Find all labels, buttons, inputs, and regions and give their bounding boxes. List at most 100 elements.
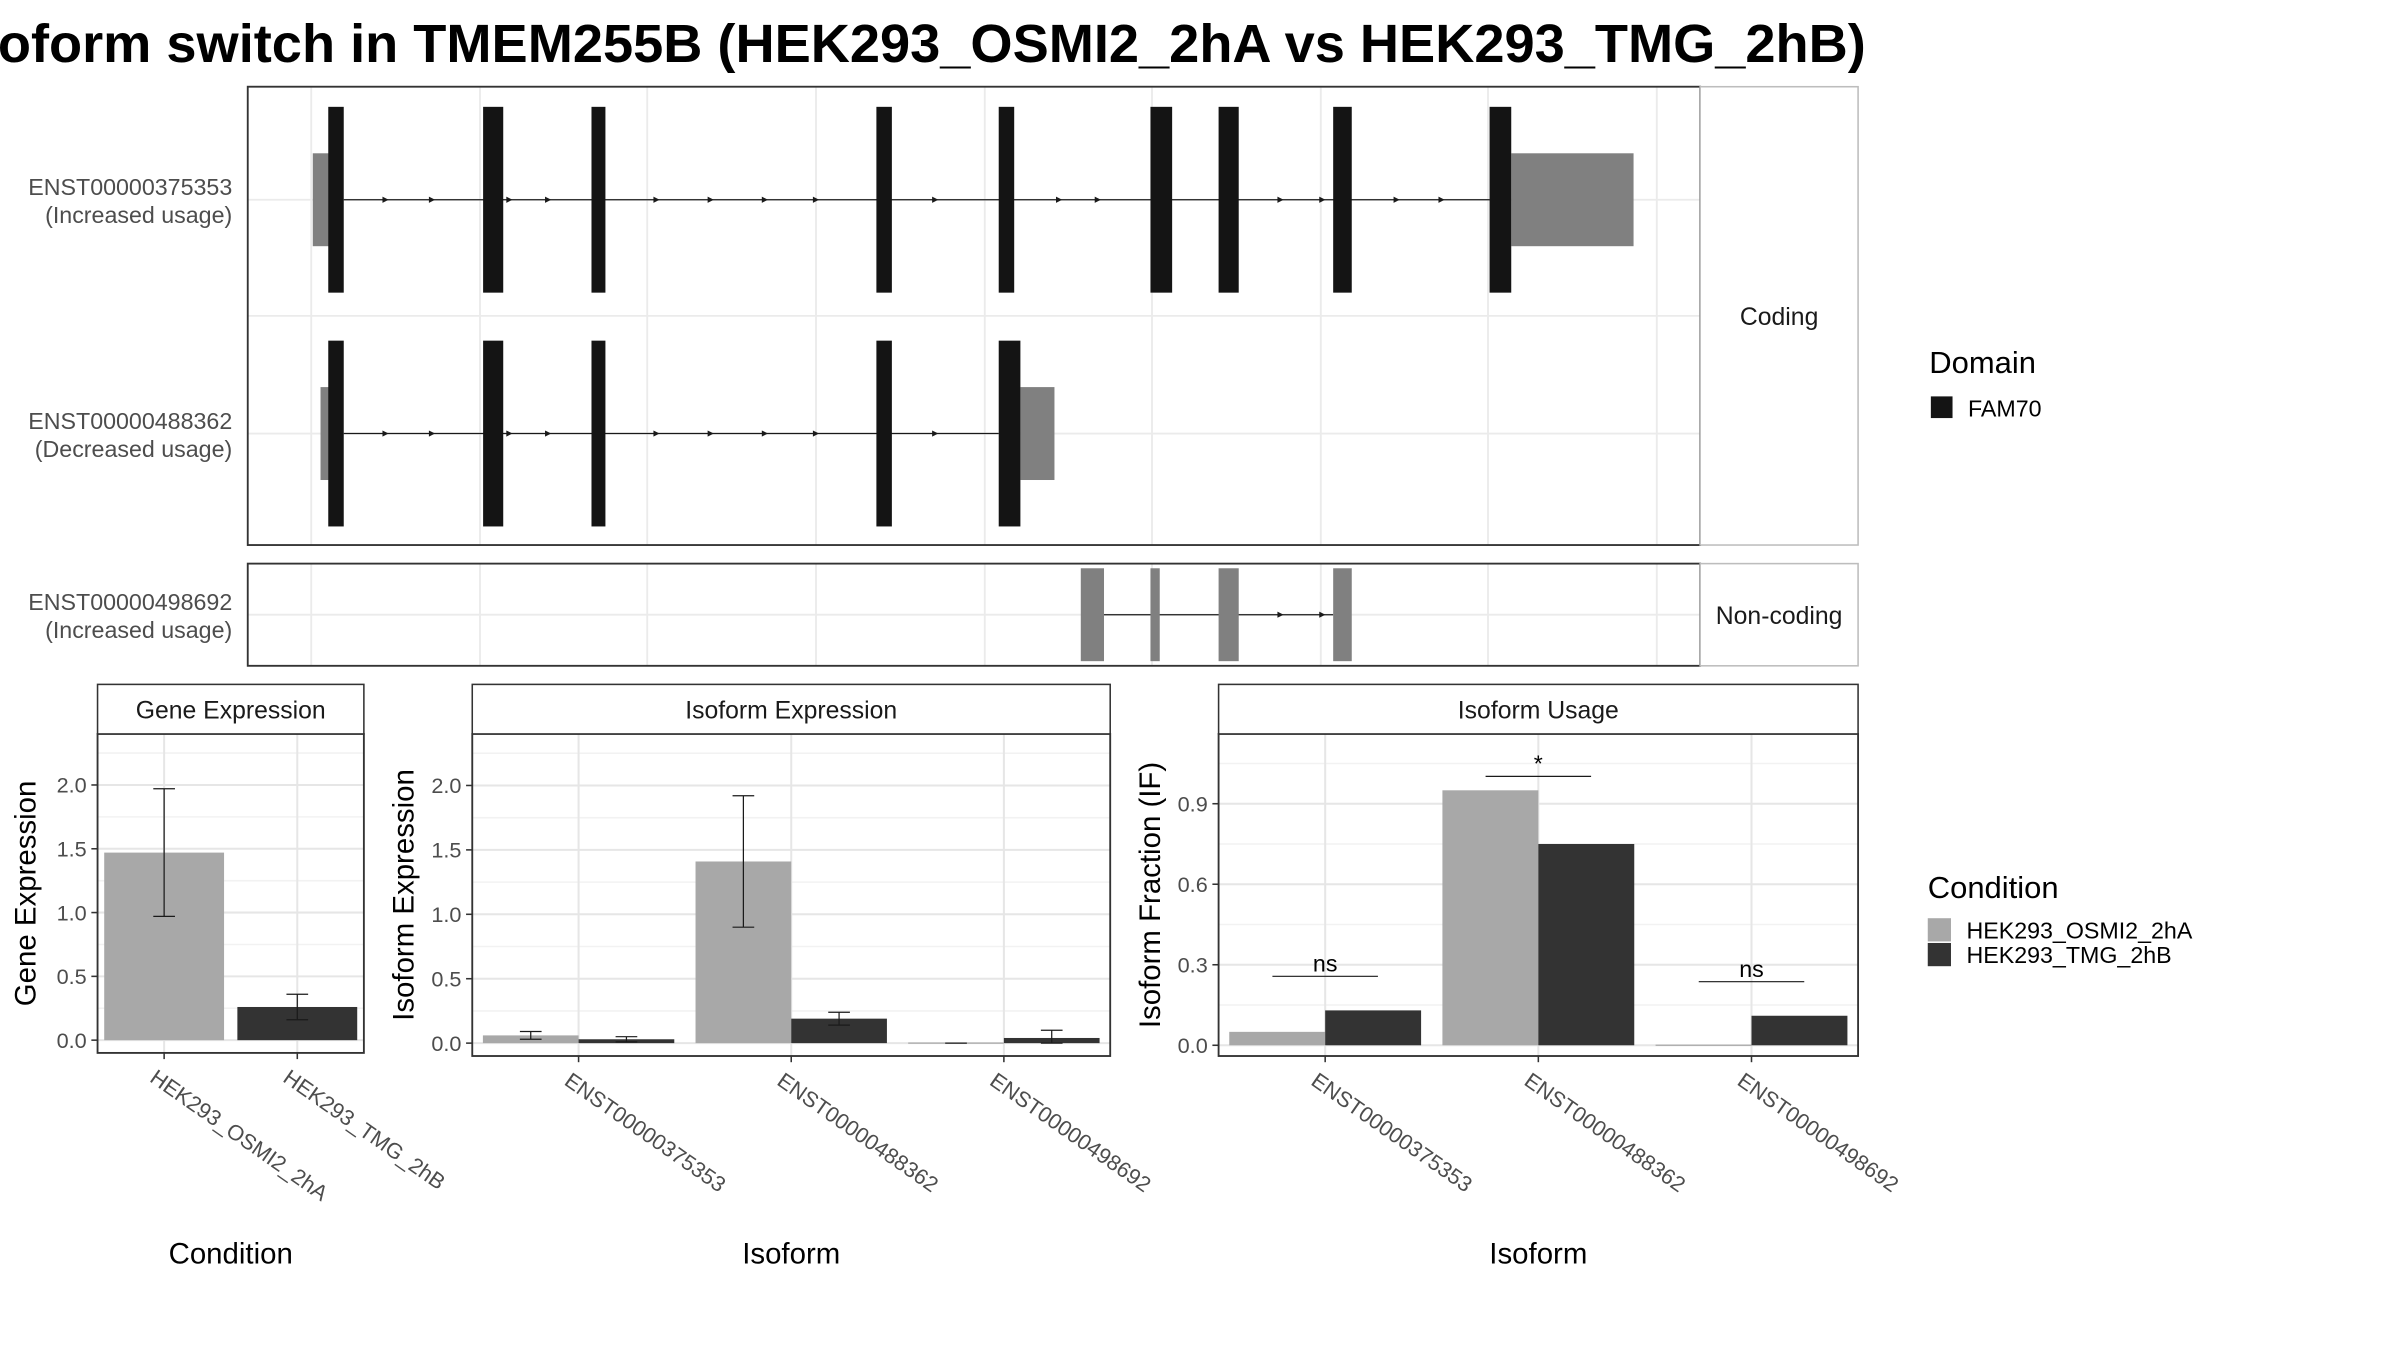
y-tick-label: 1.0: [431, 902, 461, 927]
chart-strip: [471, 683, 1111, 735]
coding-exon: [483, 340, 504, 527]
y-tick-label: 0.0: [1178, 1033, 1208, 1058]
y-tick-label: 2.0: [431, 773, 461, 798]
structure-strip: [1699, 85, 1859, 546]
condition-legend-swatch: [1927, 918, 1951, 942]
x-tick-label: ENST00000498692: [1733, 1067, 1903, 1197]
intron-direction-arrow: [545, 196, 552, 203]
intron-direction-arrow: [1056, 196, 1063, 203]
y-tick-label: 0.3: [1178, 952, 1208, 977]
utr-block: [1511, 153, 1634, 247]
transcript-usage-label: (Increased usage): [45, 202, 232, 228]
domain-legend-title: Domain: [1929, 345, 2036, 380]
transcript-id-label: ENST00000498692: [28, 589, 232, 615]
x-axis-title: Isoform: [1489, 1237, 1587, 1270]
noncoding-exon: [1080, 568, 1105, 662]
y-tick-label: 0.6: [1178, 872, 1208, 897]
intron-direction-arrow: [1277, 196, 1284, 203]
structure-strip-label: Coding: [1740, 304, 1818, 331]
y-tick-label: 1.0: [57, 900, 87, 925]
intron-direction-arrow: [1277, 611, 1284, 618]
coding-exon: [876, 340, 892, 527]
coding-exon: [483, 106, 504, 293]
y-tick-label: 0.5: [431, 966, 461, 991]
transcript-usage-label: (Decreased usage): [35, 436, 232, 462]
noncoding-exon: [1150, 568, 1160, 662]
x-tick-label: ENST00000375353: [1307, 1067, 1477, 1197]
chart-strip-label: Isoform Expression: [685, 697, 897, 724]
noncoding-exon: [1333, 568, 1352, 662]
intron-direction-arrow: [932, 196, 939, 203]
bar: [1538, 843, 1635, 1046]
intron-direction-arrow: [428, 430, 436, 437]
x-tick-label: ENST00000488362: [1520, 1067, 1690, 1197]
coding-exon: [328, 106, 344, 293]
intron-direction-arrow: [707, 430, 714, 437]
domain-legend-label: FAM70: [1968, 396, 2042, 422]
condition-legend-label: HEK293_TMG_2hB: [1966, 942, 2171, 968]
coding-exon: [998, 106, 1015, 293]
y-tick-label: 0.9: [1178, 791, 1208, 816]
coding-exon: [998, 340, 1021, 527]
bar: [1325, 1010, 1422, 1046]
coding-exon: [1333, 106, 1352, 293]
bar: [1442, 790, 1539, 1046]
intron-direction-arrow: [1319, 611, 1326, 618]
significance-label: *: [1534, 751, 1543, 777]
condition-legend-title: Condition: [1928, 870, 2059, 905]
intron-direction-arrow: [1094, 196, 1101, 203]
condition-legend-label: HEK293_OSMI2_2hA: [1966, 917, 2192, 943]
intron-direction-arrow: [761, 430, 769, 437]
intron-direction-arrow: [382, 430, 389, 437]
coding-exon: [591, 106, 606, 293]
utr-block: [1020, 387, 1055, 481]
intron-direction-arrow: [382, 196, 389, 203]
transcript-id-label: ENST00000488362: [28, 408, 232, 434]
significance-label: ns: [1739, 956, 1764, 982]
y-axis-title: Gene Expression: [10, 781, 43, 1007]
y-tick-label: 0.5: [57, 964, 87, 989]
transcript-id-label: ENST00000375353: [28, 174, 232, 200]
y-tick-label: 2.0: [57, 773, 87, 798]
intron-direction-arrow: [545, 430, 552, 437]
y-tick-label: 1.5: [57, 837, 87, 862]
transcript-usage-label: (Increased usage): [45, 617, 232, 643]
bar: [1751, 1015, 1848, 1046]
x-tick-label: ENST00000488362: [773, 1067, 943, 1197]
y-tick-label: 1.5: [431, 838, 461, 863]
intron-direction-arrow: [812, 196, 820, 203]
intron-direction-arrow: [1393, 196, 1400, 203]
chart-strip-label: Isoform Usage: [1458, 697, 1619, 724]
intron-direction-arrow: [653, 430, 660, 437]
x-tick-label: ENST00000375353: [560, 1067, 730, 1197]
x-axis-title: Condition: [169, 1237, 293, 1270]
chart-strip-label: Gene Expression: [136, 697, 326, 724]
intron-direction-arrow: [761, 196, 769, 203]
coding-exon: [328, 340, 344, 527]
chart-strip: [96, 683, 365, 735]
coding-exon: [876, 106, 892, 293]
utr-block: [312, 153, 330, 247]
coding-exon: [1218, 106, 1239, 293]
intron-direction-arrow: [506, 430, 513, 437]
y-axis-title: Isoform Fraction (IF): [1134, 762, 1167, 1028]
chart-strip: [1217, 683, 1859, 735]
intron-direction-arrow: [1438, 196, 1445, 203]
coding-exon: [1150, 106, 1173, 293]
condition-legend-swatch: [1927, 942, 1951, 967]
intron-direction-arrow: [428, 196, 436, 203]
significance-label: ns: [1313, 951, 1338, 977]
coding-exon: [1489, 106, 1512, 293]
bar: [1229, 1031, 1326, 1046]
x-axis-title: Isoform: [742, 1237, 840, 1270]
intron-direction-arrow: [812, 430, 820, 437]
domain-legend-swatch: [1930, 396, 1953, 419]
noncoding-exon: [1218, 568, 1239, 662]
legends: Domain FAM70 Condition HEK293_OSMI2_2hAHEK2…: [1927, 345, 2193, 968]
intron-direction-arrow: [1319, 196, 1326, 203]
intron-direction-arrow: [653, 196, 660, 203]
intron-direction-arrow: [506, 196, 513, 203]
